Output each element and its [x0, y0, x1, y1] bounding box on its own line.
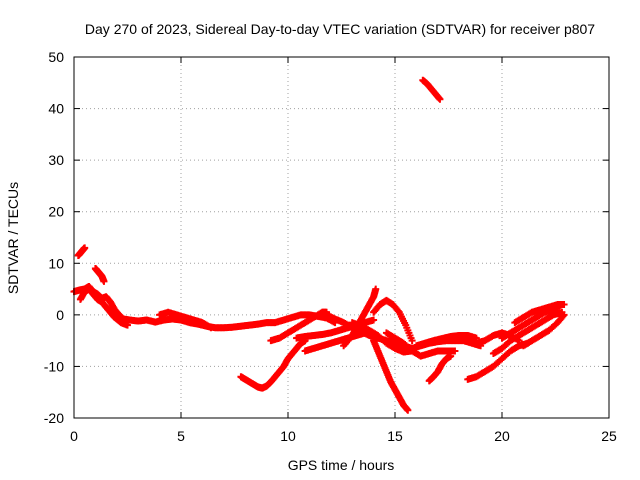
x-tick-label: 25 — [601, 428, 617, 444]
data-point — [81, 244, 89, 252]
x-tick-label: 15 — [387, 428, 403, 444]
data-point — [207, 324, 215, 332]
data-point — [451, 347, 459, 355]
data-points-layer — [70, 76, 568, 414]
series-arc-6 — [237, 337, 309, 392]
x-tick-label: 5 — [177, 428, 185, 444]
y-tick-label: -20 — [44, 410, 64, 426]
series-arc-18 — [419, 76, 444, 103]
x-tick-label: 20 — [494, 428, 510, 444]
data-point — [370, 316, 378, 324]
data-point — [100, 277, 108, 285]
data-point — [404, 406, 412, 414]
y-tick-label: 20 — [48, 204, 64, 220]
series-arc-14 — [370, 296, 416, 345]
plot-frame — [73, 56, 610, 419]
tick-labels-layer: 0 5 10 15 20 25 -20 -10 0 10 20 30 40 50 — [44, 49, 617, 444]
data-point — [559, 312, 567, 320]
y-tick-label: -10 — [44, 358, 64, 374]
y-tick-label: 30 — [48, 152, 64, 168]
series-arc-4 — [76, 285, 131, 329]
data-point — [408, 337, 416, 345]
ticks-layer — [73, 56, 610, 419]
y-tick-label: 40 — [48, 101, 64, 117]
y-tick-label: 10 — [48, 255, 64, 271]
data-point — [124, 321, 131, 329]
series-arc-19 — [425, 352, 455, 385]
y-axis-title: SDTVAR / TECUs — [5, 182, 21, 294]
data-point — [560, 311, 568, 319]
series-arc-3 — [91, 264, 108, 285]
series-arc-21 — [464, 339, 532, 383]
series-arc-13 — [370, 337, 412, 414]
series-arc-25 — [519, 311, 568, 350]
data-point — [447, 352, 455, 360]
y-tick-label: 0 — [56, 307, 64, 323]
data-point — [372, 285, 380, 293]
series-arc-2 — [74, 244, 89, 260]
x-tick-label: 10 — [280, 428, 296, 444]
series-arc-22 — [489, 308, 566, 358]
grid-layer — [74, 57, 609, 418]
y-tick-label: 50 — [48, 49, 64, 65]
series-arc-5 — [156, 308, 215, 332]
series-arc-24 — [511, 301, 568, 327]
data-point — [436, 95, 444, 103]
x-tick-label: 0 — [70, 428, 78, 444]
x-axis-title: GPS time / hours — [288, 457, 395, 473]
series-arc-15 — [382, 329, 459, 360]
data-point — [560, 301, 568, 309]
chart-title: Day 270 of 2023, Sidereal Day-to-day VTE… — [85, 21, 595, 37]
